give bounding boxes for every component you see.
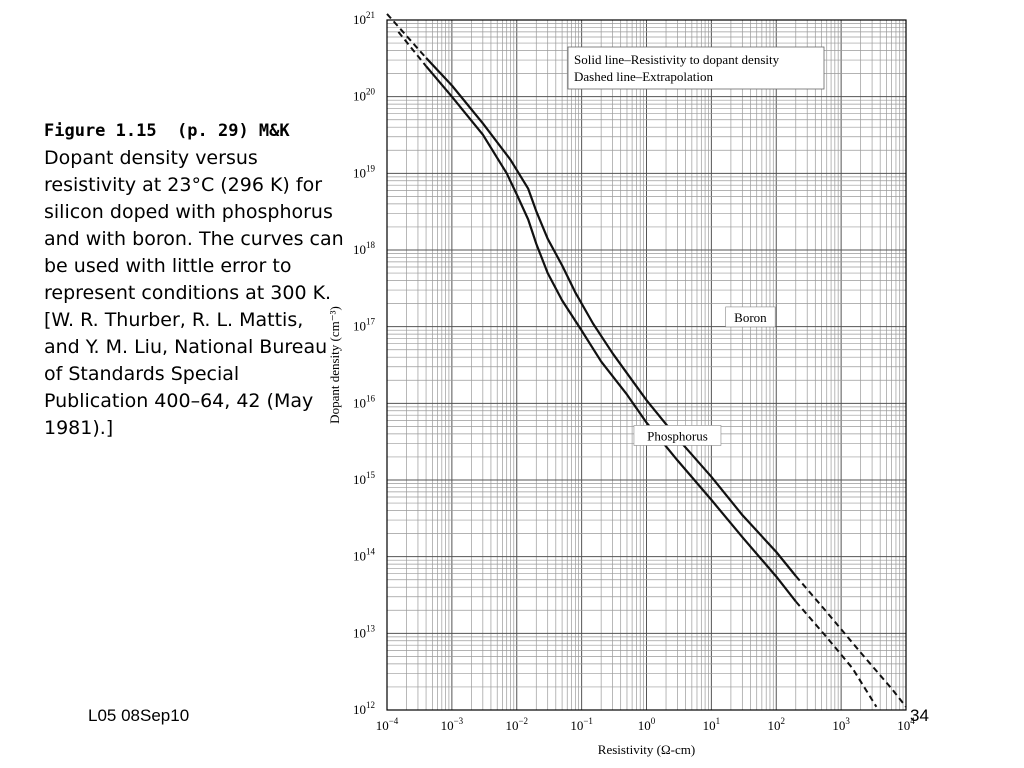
caption-body: Dopant density versus resistivity at 23°… (44, 147, 344, 439)
footer-lecture-id: L05 08Sep10 (88, 706, 190, 725)
y-tick-label: 1014 (353, 547, 376, 564)
caption-heading: Figure 1.15 (p. 29) M&K (44, 121, 290, 141)
chart-legend: Solid line–Resistivity to dopant density… (567, 46, 825, 90)
series-phosphorus-dashed-start (397, 31, 427, 67)
x-tick-label: 102 (768, 716, 786, 733)
y-tick-labels: 1012 1013 1014 1015 1016 1017 1018 1019 1020 1021 (353, 10, 376, 717)
series-phosphorus-solid (425, 65, 797, 603)
plot-frame (386, 19, 907, 711)
curve-label-boron: Boron (734, 310, 767, 325)
y-tick-label: 1012 (353, 700, 375, 717)
series-boron-dashed-end (795, 575, 907, 708)
x-tick-label: 10−2 (505, 716, 528, 733)
y-tick-label: 1013 (353, 623, 376, 640)
figure-caption: Figure 1.15 (p. 29) M&K Dopant density v… (44, 118, 344, 442)
curve-label-box (725, 306, 776, 328)
y-axis-label: Dopant density (cm⁻³) (327, 306, 342, 424)
legend-line-dashed: Dashed line–Extrapolation (574, 69, 713, 84)
series-boron-solid (425, 57, 797, 577)
y-tick-label: 1021 (353, 10, 375, 27)
x-tick-labels: 10−4 10−3 10−2 10−1 100 101 102 103 104 (376, 716, 916, 733)
x-tick-label: 104 (897, 716, 915, 733)
legend-line-solid: Solid line–Resistivity to dopant density (574, 52, 780, 67)
y-tick-label: 1017 (353, 317, 376, 334)
legend-box (567, 46, 825, 90)
chart-grid (386, 20, 906, 711)
y-tick-label: 1019 (353, 163, 376, 180)
y-tick-label: 1016 (353, 393, 376, 410)
curve-labels: Boron Phosphorus (633, 306, 776, 446)
x-axis-label: Resistivity (Ω-cm) (598, 742, 695, 757)
y-tick-label: 1020 (353, 87, 376, 104)
x-tick-label: 10−3 (441, 716, 464, 733)
y-tick-label: 1018 (353, 240, 376, 257)
slide-number: 34 (910, 706, 929, 725)
x-tick-label: 101 (703, 716, 721, 733)
x-tick-label: 10−1 (570, 716, 593, 733)
curve-label-phosphorus: Phosphorus (647, 428, 708, 443)
series-layer (386, 13, 907, 708)
y-tick-label: 1015 (353, 470, 376, 487)
x-tick-label: 100 (638, 716, 656, 733)
x-tick-label: 103 (832, 716, 850, 733)
x-tick-label: 10−4 (376, 716, 399, 733)
curve-label-box (633, 425, 722, 446)
series-phosphorus-dashed-end (795, 600, 878, 708)
